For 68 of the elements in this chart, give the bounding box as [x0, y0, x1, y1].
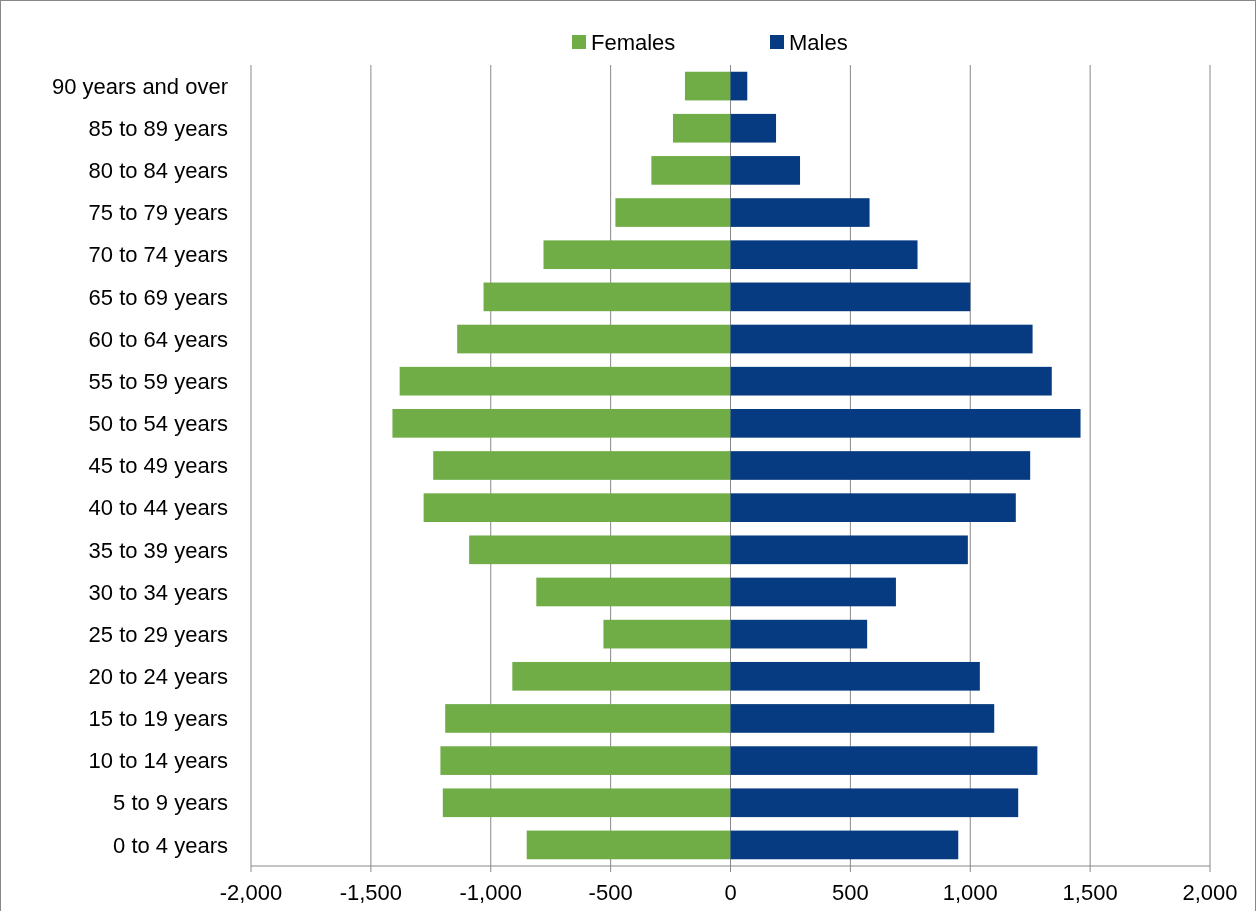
y-tick-label: 50 to 54 years	[88, 411, 228, 437]
y-tick-label: 25 to 29 years	[88, 621, 228, 647]
bar	[730, 409, 1081, 438]
bar	[442, 788, 731, 818]
bar	[672, 113, 731, 143]
bar	[469, 535, 731, 565]
bar	[730, 198, 870, 227]
y-tick-label: 20 to 24 years	[88, 663, 228, 689]
y-tick-label: 30 to 34 years	[88, 579, 228, 605]
x-tick-label: -500	[588, 880, 633, 905]
bar	[483, 282, 731, 312]
x-tick-label: 2,000	[1182, 880, 1238, 905]
x-tick-label: 1,500	[1062, 880, 1118, 905]
bar	[603, 619, 731, 649]
y-tick-label: 65 to 69 years	[88, 284, 228, 310]
bar	[730, 619, 868, 649]
y-tick-label: 85 to 89 years	[88, 115, 228, 141]
bar	[433, 451, 731, 480]
bar	[536, 577, 731, 607]
bar	[730, 71, 748, 101]
x-tick-label: -2,000	[219, 880, 283, 905]
y-tick-label: 0 to 4 years	[113, 832, 228, 858]
bar	[423, 493, 731, 522]
bar	[445, 704, 731, 733]
x-tick-label: 0	[724, 880, 737, 905]
legend-label: Males	[789, 29, 848, 55]
y-tick-label: 70 to 74 years	[88, 242, 228, 268]
bar	[730, 451, 1031, 480]
bar	[730, 324, 1033, 354]
bar	[543, 240, 731, 270]
bar	[684, 71, 731, 101]
bar	[440, 746, 731, 775]
bar	[615, 198, 731, 227]
y-tick-label: 60 to 64 years	[88, 326, 228, 352]
bar	[730, 535, 968, 565]
y-tick-label: 45 to 49 years	[88, 453, 228, 479]
x-tick-label: 500	[832, 880, 869, 905]
bar	[730, 156, 801, 185]
bar	[730, 577, 896, 607]
y-tick-label: 10 to 14 years	[88, 748, 228, 774]
x-tick-label: -1,000	[459, 880, 522, 905]
bar	[730, 661, 980, 691]
bar	[730, 282, 971, 312]
bar	[457, 324, 731, 354]
bar	[730, 366, 1052, 396]
x-tick-label: 1,000	[942, 880, 998, 905]
bar	[730, 113, 777, 143]
bar	[730, 746, 1038, 775]
y-tick-label: 55 to 59 years	[88, 368, 228, 394]
bar	[730, 493, 1016, 522]
y-tick-label: 75 to 79 years	[88, 200, 228, 226]
bar	[399, 366, 731, 396]
bar	[651, 156, 731, 185]
bar	[392, 409, 731, 438]
legend-label: Females	[591, 29, 676, 55]
bar	[512, 661, 731, 691]
bar	[730, 704, 995, 733]
bar	[730, 788, 1019, 818]
y-tick-label: 35 to 39 years	[88, 537, 228, 563]
y-tick-label: 80 to 84 years	[88, 158, 228, 184]
y-tick-label: 15 to 19 years	[88, 706, 228, 732]
y-tick-label: 90 years and over	[51, 73, 228, 99]
bar	[730, 830, 959, 860]
x-tick-label: -1,500	[339, 880, 403, 905]
bar	[730, 240, 918, 270]
y-tick-label: 5 to 9 years	[113, 790, 228, 816]
y-tick-label: 40 to 44 years	[88, 495, 228, 521]
bar	[526, 830, 731, 860]
